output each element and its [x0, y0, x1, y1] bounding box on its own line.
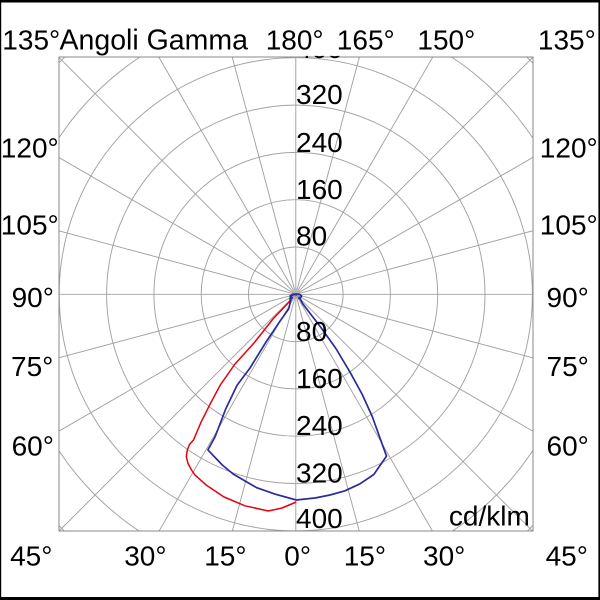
svg-text:15°: 15°: [344, 541, 386, 572]
svg-text:90°: 90°: [12, 282, 54, 313]
svg-text:30°: 30°: [423, 541, 465, 572]
svg-text:320: 320: [296, 79, 343, 110]
svg-text:135°: 135°: [538, 25, 596, 56]
svg-text:105°: 105°: [1, 209, 59, 240]
svg-text:60°: 60°: [12, 431, 54, 462]
svg-text:400: 400: [296, 503, 343, 534]
svg-text:160: 160: [296, 363, 343, 394]
svg-text:120°: 120°: [540, 133, 598, 164]
svg-text:15°: 15°: [204, 541, 246, 572]
svg-text:Angoli Gamma: Angoli Gamma: [60, 25, 249, 57]
svg-text:0°: 0°: [284, 541, 311, 572]
svg-text:90°: 90°: [547, 282, 589, 313]
svg-text:45°: 45°: [10, 541, 52, 572]
svg-text:75°: 75°: [11, 351, 53, 382]
svg-text:80: 80: [296, 316, 327, 347]
svg-text:75°: 75°: [547, 351, 589, 382]
svg-text:45°: 45°: [546, 541, 588, 572]
svg-text:30°: 30°: [124, 541, 166, 572]
svg-text:105°: 105°: [540, 209, 598, 240]
svg-text:180°: 180°: [266, 25, 324, 56]
svg-text:80: 80: [296, 221, 327, 252]
svg-text:cd/klm: cd/klm: [449, 501, 530, 532]
svg-text:135°: 135°: [2, 25, 60, 56]
svg-text:240: 240: [296, 410, 343, 441]
svg-text:160: 160: [296, 174, 343, 205]
svg-text:320: 320: [296, 457, 343, 488]
svg-text:400: 400: [296, 33, 343, 64]
svg-text:150°: 150°: [417, 25, 475, 56]
svg-text:60°: 60°: [547, 431, 589, 462]
svg-text:240: 240: [296, 127, 343, 158]
svg-text:165°: 165°: [337, 25, 395, 56]
svg-text:120°: 120°: [1, 133, 59, 164]
